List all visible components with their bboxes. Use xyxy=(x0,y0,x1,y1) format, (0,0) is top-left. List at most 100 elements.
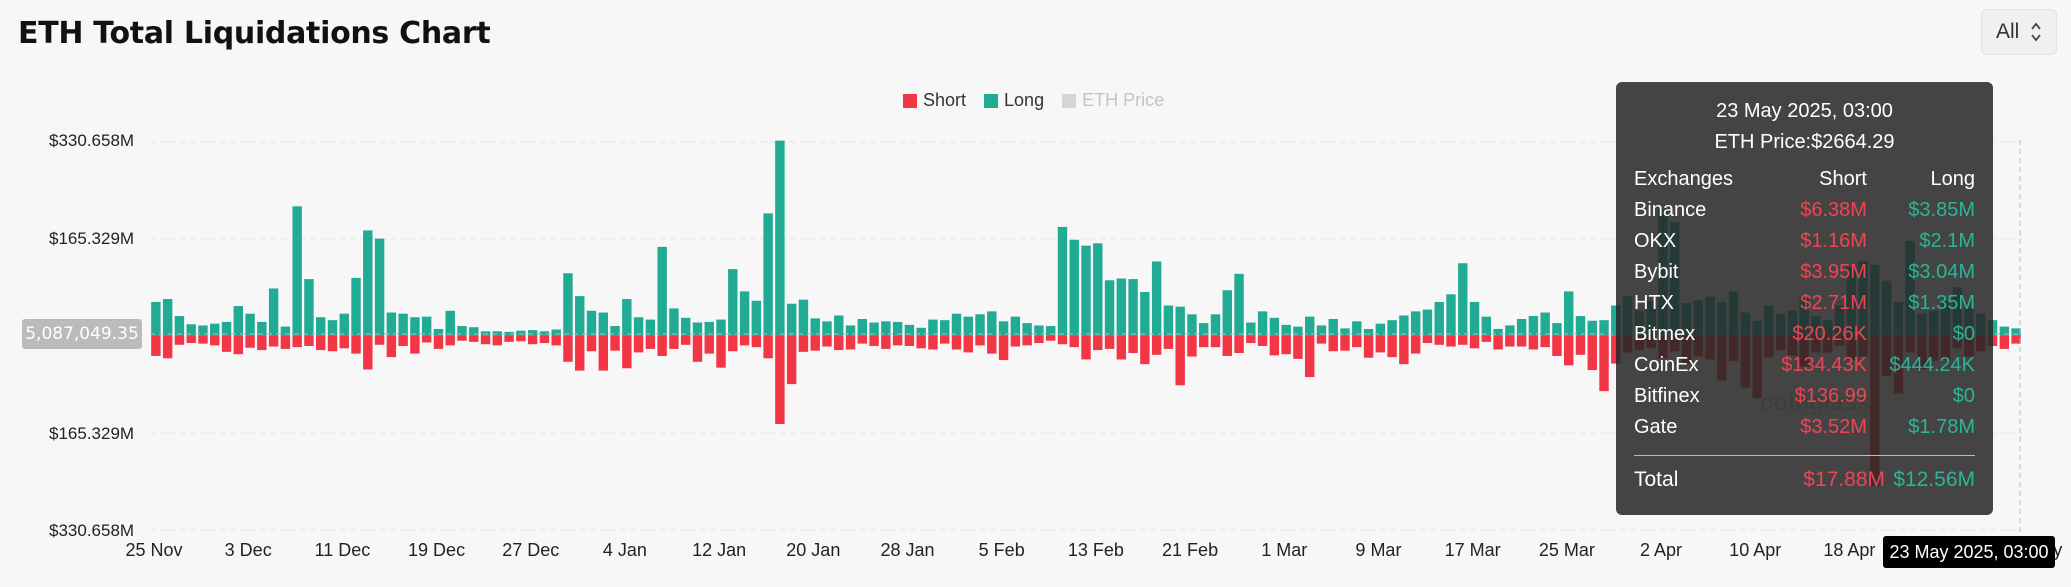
short-bar[interactable] xyxy=(916,336,926,349)
long-bar[interactable] xyxy=(1104,280,1115,336)
short-bar[interactable] xyxy=(1599,336,1609,392)
long-bar[interactable] xyxy=(1493,328,1503,336)
short-bar[interactable] xyxy=(645,336,656,349)
short-bar[interactable] xyxy=(975,336,985,346)
short-bar[interactable] xyxy=(1140,336,1150,365)
long-bar[interactable] xyxy=(1128,279,1138,336)
short-bar[interactable] xyxy=(869,336,879,346)
long-bar[interactable] xyxy=(268,288,279,336)
long-bar[interactable] xyxy=(1375,323,1386,336)
short-bar[interactable] xyxy=(1222,336,1232,356)
long-bar[interactable] xyxy=(304,279,314,336)
short-bar[interactable] xyxy=(1069,336,1079,348)
short-bar[interactable] xyxy=(1587,336,1597,371)
short-bar[interactable] xyxy=(657,336,667,356)
long-bar[interactable] xyxy=(527,330,538,336)
short-bar[interactable] xyxy=(539,336,550,344)
short-bar[interactable] xyxy=(940,336,950,344)
long-bar[interactable] xyxy=(586,310,597,336)
short-bar[interactable] xyxy=(1363,336,1374,358)
short-bar[interactable] xyxy=(257,336,267,351)
short-bar[interactable] xyxy=(563,336,573,362)
long-bar[interactable] xyxy=(421,316,432,336)
long-bar[interactable] xyxy=(834,315,844,336)
short-bar[interactable] xyxy=(351,336,361,354)
long-bar[interactable] xyxy=(492,331,503,336)
long-bar[interactable] xyxy=(751,300,762,336)
long-bar[interactable] xyxy=(998,321,1009,336)
short-bar[interactable] xyxy=(669,336,679,349)
short-bar[interactable] xyxy=(575,336,585,371)
long-bar[interactable] xyxy=(916,327,926,336)
long-bar[interactable] xyxy=(210,323,220,336)
short-bar[interactable] xyxy=(374,336,385,345)
short-bar[interactable] xyxy=(1328,336,1338,352)
short-bar[interactable] xyxy=(1446,336,1456,347)
short-bar[interactable] xyxy=(1257,336,1268,346)
long-bar[interactable] xyxy=(1069,239,1079,336)
long-bar[interactable] xyxy=(1410,311,1421,336)
long-bar[interactable] xyxy=(645,319,656,336)
short-bar[interactable] xyxy=(1481,336,1492,342)
short-bar[interactable] xyxy=(998,336,1009,361)
long-bar[interactable] xyxy=(1999,326,2010,336)
long-bar[interactable] xyxy=(1328,318,1338,336)
legend-short[interactable]: Short xyxy=(903,90,966,111)
long-bar[interactable] xyxy=(739,291,750,336)
short-bar[interactable] xyxy=(1269,336,1280,356)
long-bar[interactable] xyxy=(716,319,726,336)
short-bar[interactable] xyxy=(1352,336,1362,348)
short-bar[interactable] xyxy=(386,336,397,358)
short-bar[interactable] xyxy=(210,336,220,346)
long-bar[interactable] xyxy=(433,328,444,336)
long-bar[interactable] xyxy=(374,238,385,336)
short-bar[interactable] xyxy=(1093,336,1103,351)
short-bar[interactable] xyxy=(1116,336,1127,360)
short-bar[interactable] xyxy=(1281,336,1291,355)
short-bar[interactable] xyxy=(892,336,903,346)
short-bar[interactable] xyxy=(598,336,608,371)
short-bar[interactable] xyxy=(316,336,326,351)
long-bar[interactable] xyxy=(1611,305,1621,336)
long-bar[interactable] xyxy=(174,316,185,336)
short-bar[interactable] xyxy=(1057,336,1068,345)
long-bar[interactable] xyxy=(1481,316,1492,336)
long-bar[interactable] xyxy=(457,326,467,336)
short-bar[interactable] xyxy=(1316,336,1327,344)
short-bar[interactable] xyxy=(1304,336,1315,378)
long-bar[interactable] xyxy=(1340,328,1350,336)
short-bar[interactable] xyxy=(327,336,338,352)
short-bar[interactable] xyxy=(1045,336,1056,341)
long-bar[interactable] xyxy=(469,327,479,336)
long-bar[interactable] xyxy=(151,301,161,336)
long-bar[interactable] xyxy=(622,299,632,336)
short-bar[interactable] xyxy=(433,336,444,349)
long-bar[interactable] xyxy=(728,269,738,336)
long-bar[interactable] xyxy=(892,321,903,336)
long-bar[interactable] xyxy=(186,324,196,336)
long-bar[interactable] xyxy=(1199,323,1209,336)
long-bar[interactable] xyxy=(551,329,561,336)
long-bar[interactable] xyxy=(1399,315,1409,336)
long-bar[interactable] xyxy=(987,311,997,336)
short-bar[interactable] xyxy=(221,336,232,352)
short-bar[interactable] xyxy=(1034,336,1044,344)
long-bar[interactable] xyxy=(1505,325,1515,336)
short-bar[interactable] xyxy=(162,336,173,359)
short-bar[interactable] xyxy=(1375,336,1386,353)
legend-eth-price[interactable]: ETH Price xyxy=(1062,90,1164,111)
short-bar[interactable] xyxy=(1163,336,1174,349)
long-bar[interactable] xyxy=(1363,328,1374,336)
short-bar[interactable] xyxy=(845,336,856,350)
long-bar[interactable] xyxy=(1352,321,1362,336)
long-bar[interactable] xyxy=(398,313,408,336)
long-bar[interactable] xyxy=(881,321,891,336)
long-bar[interactable] xyxy=(339,313,349,336)
short-bar[interactable] xyxy=(1022,336,1032,346)
long-bar[interactable] xyxy=(904,324,915,336)
short-bar[interactable] xyxy=(786,336,797,385)
long-bar[interactable] xyxy=(1281,324,1291,336)
short-bar[interactable] xyxy=(445,336,455,346)
long-bar[interactable] xyxy=(657,246,667,336)
short-bar[interactable] xyxy=(1151,336,1162,355)
